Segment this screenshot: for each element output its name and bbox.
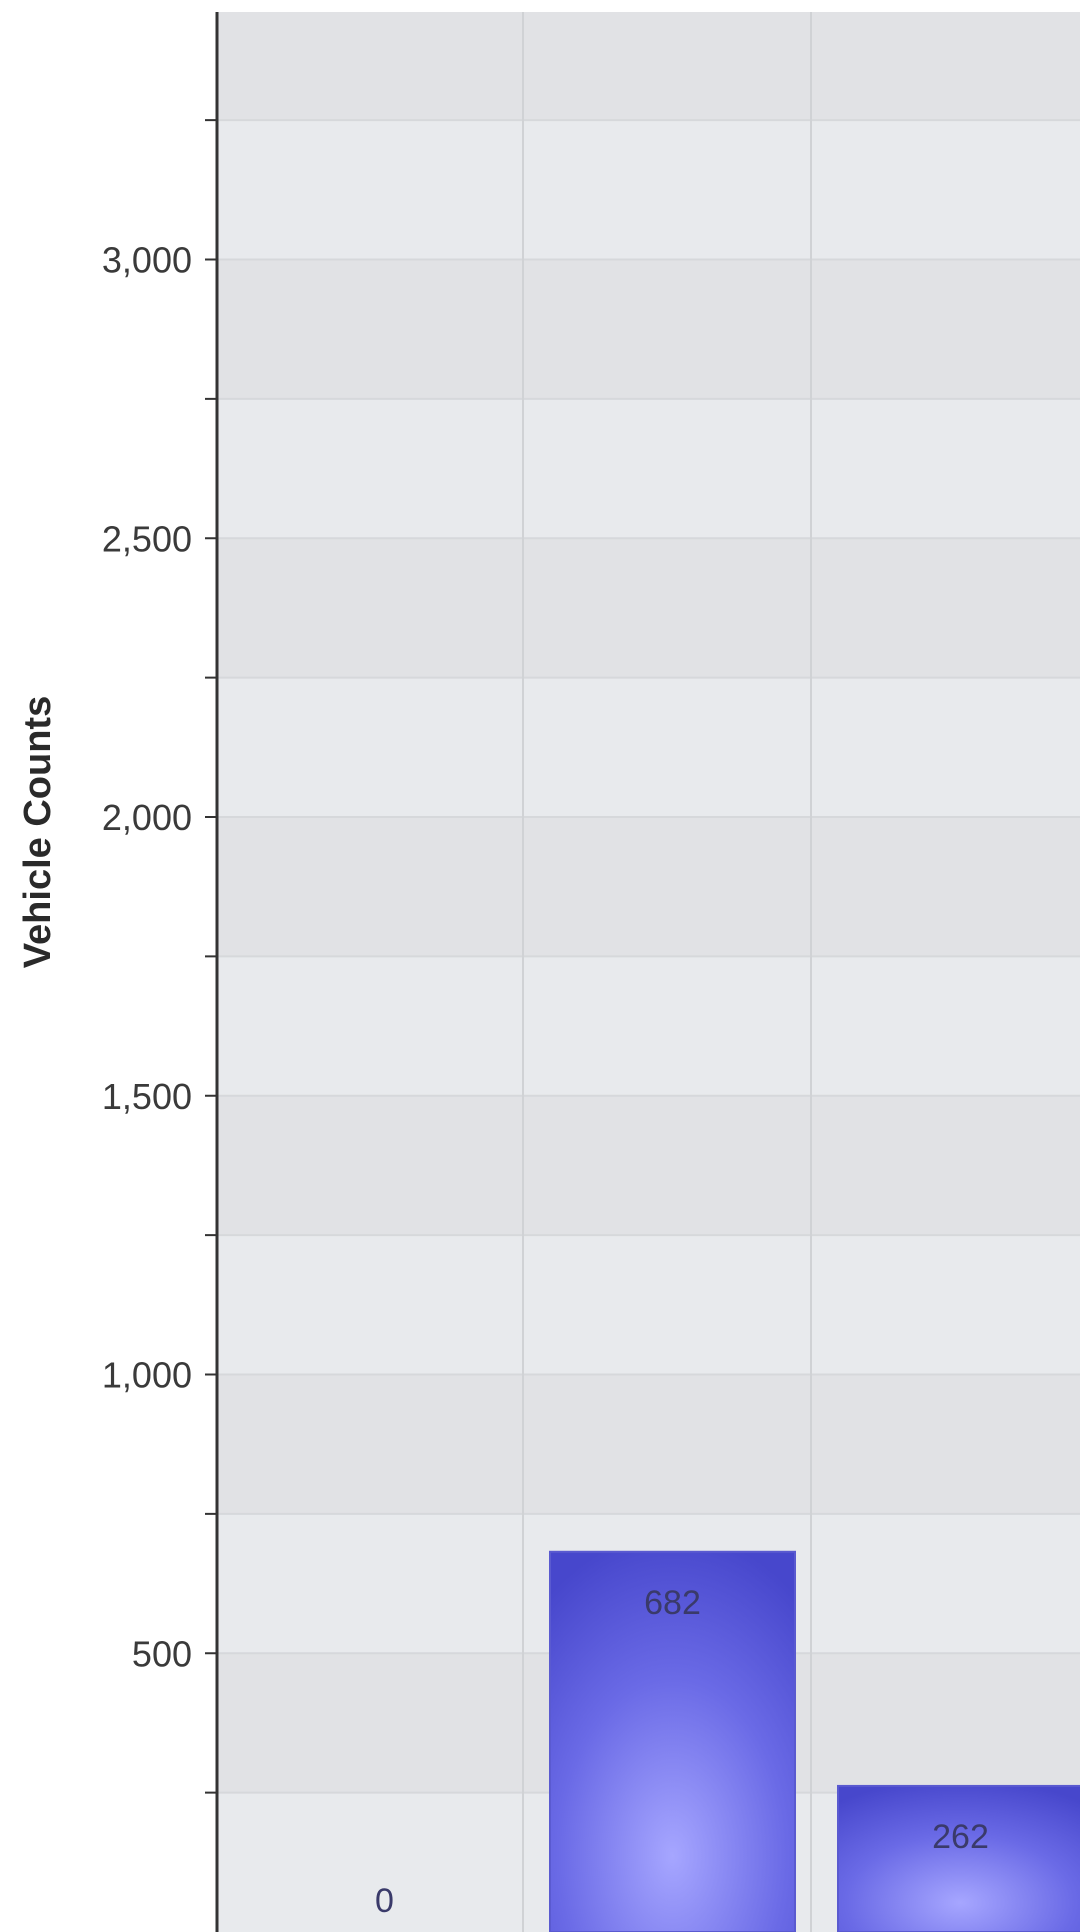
background-band (217, 259, 1080, 399)
y-axis-label: Vehicle Counts (17, 696, 59, 968)
background-band (217, 120, 1080, 260)
background-band (217, 398, 1080, 539)
background-band (217, 677, 1080, 817)
background-band (217, 538, 1080, 678)
background-band (217, 1235, 1080, 1375)
y-tick-label: 2,500 (102, 518, 192, 559)
plot-background (217, 12, 1080, 1932)
y-axis: 500 1,000 1,500 2,000 2,500 3,000 (102, 12, 219, 1932)
bar (837, 1784, 1080, 1932)
value-labels: 0 682 262 (375, 1584, 989, 1920)
y-tick-label: 500 (132, 1633, 192, 1674)
y-tick-label: 1,500 (102, 1076, 192, 1117)
background-band (217, 956, 1080, 1096)
background-band (217, 12, 1080, 121)
background-band (217, 817, 1080, 957)
bar-value-label: 682 (644, 1584, 701, 1622)
y-tick-label: 2,000 (102, 797, 192, 838)
y-tick-label: 3,000 (102, 240, 192, 281)
bar-value-label: 0 (375, 1882, 394, 1920)
bar-value-label: 262 (932, 1818, 989, 1856)
bar (549, 1550, 796, 1932)
y-tick-label: 1,000 (102, 1355, 192, 1396)
background-band (217, 1374, 1080, 1514)
bars (549, 1550, 1080, 1932)
background-band (217, 1095, 1080, 1236)
gridlines (217, 12, 1080, 1932)
